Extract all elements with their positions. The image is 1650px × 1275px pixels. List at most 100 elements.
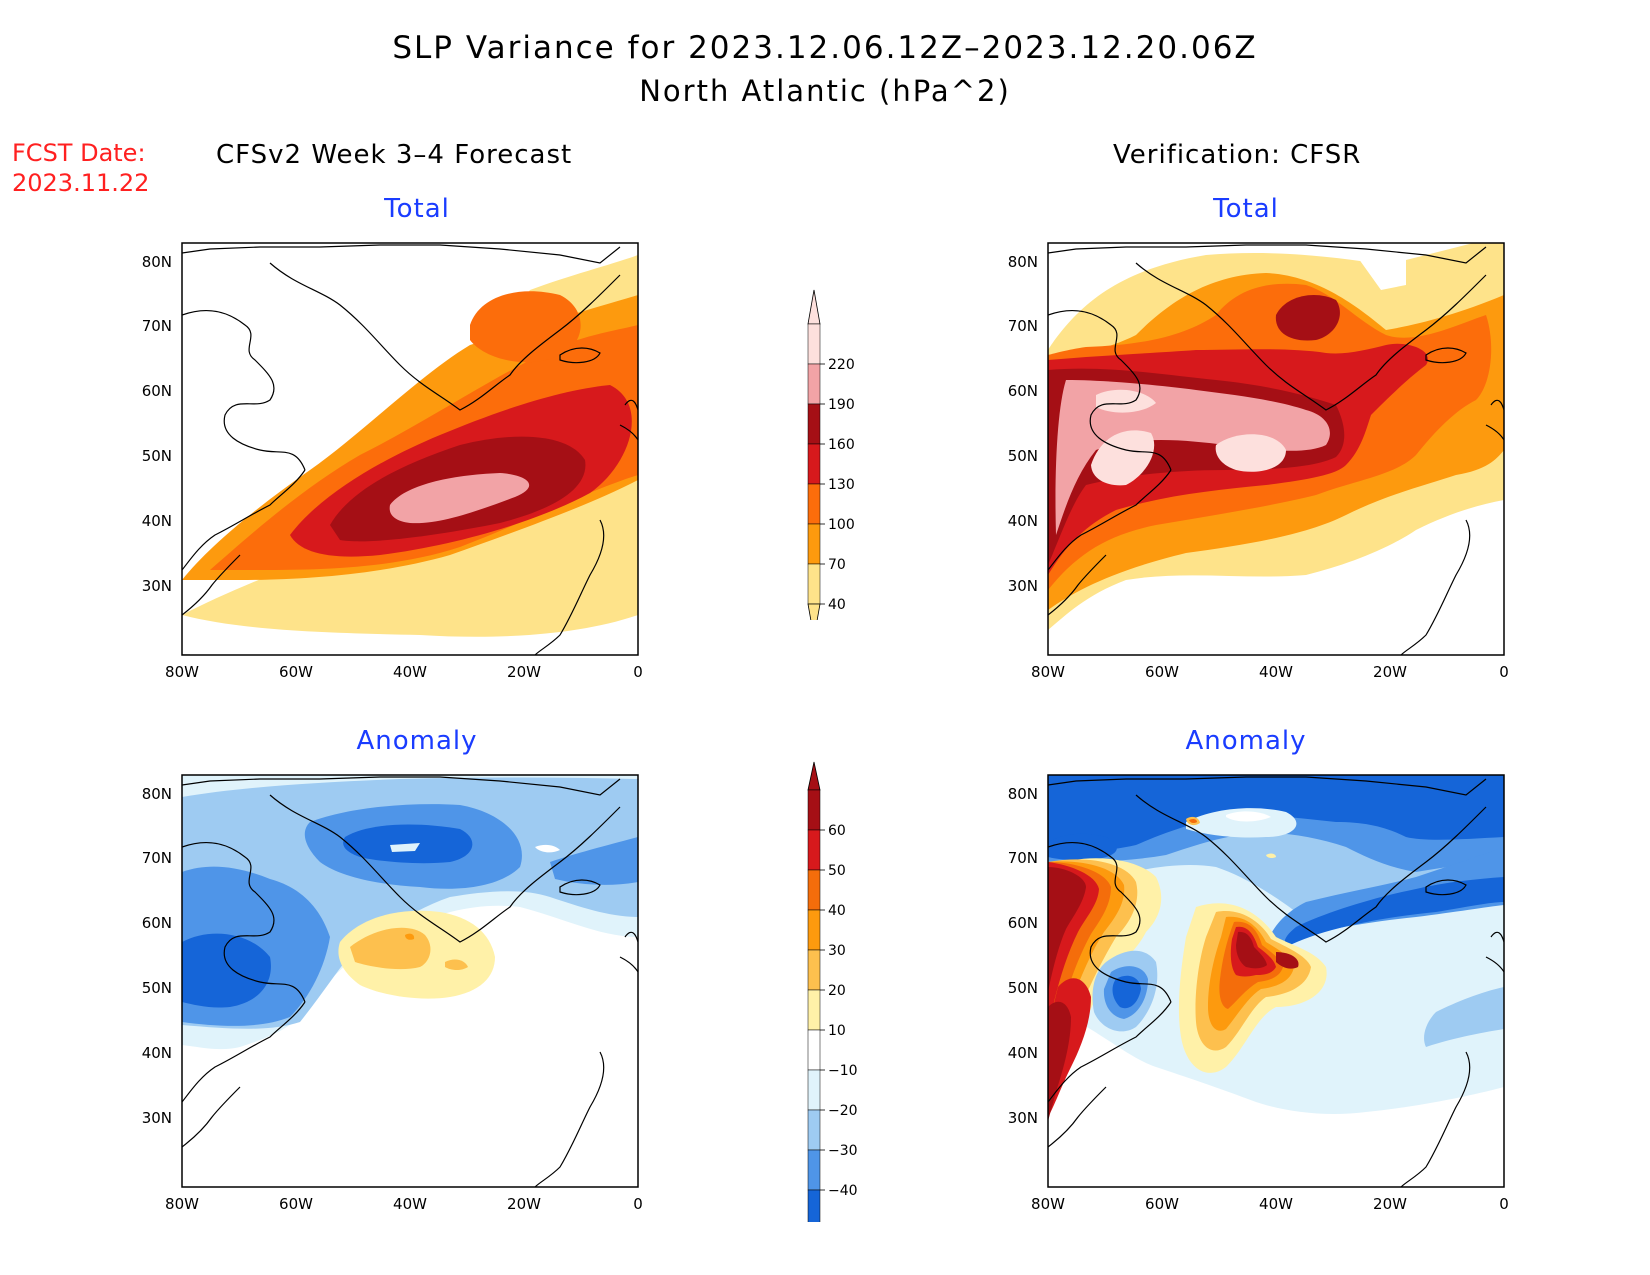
svg-text:40W: 40W xyxy=(393,1195,427,1213)
forecast-total-lon-ticks: 80W 60W 40W 20W 0 xyxy=(165,663,643,681)
forecast-total-lat-ticks: 80N 70N 60N 50N 40N 30N xyxy=(142,253,172,595)
svg-text:80W: 80W xyxy=(1031,1195,1065,1213)
svg-text:20W: 20W xyxy=(507,1195,541,1213)
verification-anomaly-frame xyxy=(1047,774,1505,1188)
forecast-anomaly-frame xyxy=(181,774,639,1188)
total-colorbar-label: 190 xyxy=(828,397,855,413)
svg-text:50N: 50N xyxy=(1008,447,1038,465)
forecast-anomaly-subtitle: Anomaly xyxy=(356,726,478,756)
forecast-anomaly-map: 80N 70N 60N 50N 40N 30N 80W 60W 40W 20W … xyxy=(142,774,643,1213)
verification-anomaly-shading xyxy=(1048,775,1504,1187)
verification-total-map: 80N 70N 60N 50N 40N 30N 80W 60W 40W 20W … xyxy=(1008,242,1509,681)
total-colorbar-label: 100 xyxy=(828,517,855,533)
anomaly-colorbar-label: −30 xyxy=(828,1143,858,1159)
svg-text:70N: 70N xyxy=(142,849,172,867)
svg-text:80W: 80W xyxy=(165,663,199,681)
svg-text:40N: 40N xyxy=(1008,512,1038,530)
svg-text:50N: 50N xyxy=(1008,979,1038,997)
total-colorbar-swatch xyxy=(807,443,821,485)
total-colorbar-swatch xyxy=(807,403,821,445)
total-colorbar: 220 190 160 130 100 70 40 xyxy=(807,289,855,620)
anomaly-colorbar-label: 40 xyxy=(828,903,846,919)
total-colorbar-swatch xyxy=(807,363,821,405)
total-colorbar-label: 160 xyxy=(828,437,855,453)
svg-text:60W: 60W xyxy=(1145,663,1179,681)
anomaly-colorbar-swatch xyxy=(807,1029,821,1071)
total-colorbar-label: 130 xyxy=(828,477,855,493)
svg-text:60W: 60W xyxy=(279,1195,313,1213)
svg-text:50N: 50N xyxy=(142,447,172,465)
svg-text:20W: 20W xyxy=(1373,663,1407,681)
svg-text:40W: 40W xyxy=(1259,1195,1293,1213)
forecast-total-shading xyxy=(182,243,638,655)
anomaly-colorbar-top-arrow xyxy=(807,761,821,791)
anomaly-colorbar-label: 60 xyxy=(828,823,846,839)
total-colorbar-top-arrow xyxy=(807,289,821,325)
verification-total-shading xyxy=(1048,243,1504,655)
forecast-total-map: 80N 70N 60N 50N 40N 30N 80W 60W 40W 20W … xyxy=(142,242,643,681)
total-colorbar-swatch xyxy=(807,483,821,525)
fcst-date-label: FCST Date: xyxy=(12,139,146,167)
verification-total-frame xyxy=(1047,242,1505,656)
forecast-column-title: CFSv2 Week 3–4 Forecast xyxy=(216,140,573,170)
svg-text:40W: 40W xyxy=(393,663,427,681)
anomaly-colorbar-swatch xyxy=(807,989,821,1031)
anomaly-colorbar-label: −10 xyxy=(828,1063,858,1079)
anomaly-colorbar-swatch xyxy=(807,1149,821,1191)
verification-anomaly-lat-ticks: 80N 70N 60N 50N 40N 30N xyxy=(1008,785,1038,1127)
anomaly-colorbar-swatch xyxy=(807,1109,821,1151)
svg-text:70N: 70N xyxy=(1008,317,1038,335)
svg-text:20W: 20W xyxy=(507,663,541,681)
anomaly-colorbar-swatch xyxy=(807,909,821,951)
svg-text:80N: 80N xyxy=(142,253,172,271)
svg-text:30N: 30N xyxy=(142,1109,172,1127)
anomaly-colorbar-swatch xyxy=(807,949,821,991)
svg-text:40N: 40N xyxy=(142,512,172,530)
forecast-total-coastlines xyxy=(182,244,638,655)
svg-text:80N: 80N xyxy=(142,785,172,803)
anomaly-colorbar-label: 10 xyxy=(828,1023,846,1039)
fcst-date-value: 2023.11.22 xyxy=(12,169,150,197)
verification-anomaly-coastlines xyxy=(1048,776,1504,1187)
svg-text:60N: 60N xyxy=(1008,382,1038,400)
total-colorbar-label: 70 xyxy=(828,557,846,573)
svg-text:60W: 60W xyxy=(279,663,313,681)
forecast-total-frame xyxy=(181,242,639,656)
verification-anomaly-map: 80N 70N 60N 50N 40N 30N 80W 60W 40W 20W … xyxy=(1008,774,1509,1213)
verification-total-lat-ticks: 80N 70N 60N 50N 40N 30N xyxy=(1008,253,1038,595)
svg-text:0: 0 xyxy=(1499,663,1509,681)
svg-text:40W: 40W xyxy=(1259,663,1293,681)
svg-text:80W: 80W xyxy=(165,1195,199,1213)
forecast-anomaly-lat-ticks: 80N 70N 60N 50N 40N 30N xyxy=(142,785,172,1127)
total-colorbar-swatch xyxy=(807,323,821,365)
svg-text:70N: 70N xyxy=(142,317,172,335)
verification-total-subtitle: Total xyxy=(1213,194,1279,224)
svg-text:0: 0 xyxy=(633,663,643,681)
anomaly-colorbar-swatch xyxy=(807,1189,821,1222)
svg-text:20W: 20W xyxy=(1373,1195,1407,1213)
svg-text:0: 0 xyxy=(633,1195,643,1213)
verification-total-coastlines xyxy=(1048,244,1504,655)
svg-text:60N: 60N xyxy=(142,914,172,932)
total-colorbar-swatch xyxy=(807,523,821,565)
fcst-date: FCST Date: 2023.11.22 xyxy=(12,138,149,198)
total-colorbar-label: 40 xyxy=(828,597,846,613)
svg-text:40N: 40N xyxy=(142,1044,172,1062)
verification-column-title: Verification: CFSR xyxy=(1113,140,1362,170)
verification-anomaly-lon-ticks: 80W 60W 40W 20W 0 xyxy=(1031,1195,1509,1213)
svg-text:30N: 30N xyxy=(1008,577,1038,595)
anomaly-colorbar-label: 20 xyxy=(828,983,846,999)
forecast-total-subtitle: Total xyxy=(384,194,450,224)
anomaly-colorbar-label: −20 xyxy=(828,1103,858,1119)
anomaly-colorbar-label: −40 xyxy=(828,1183,858,1199)
forecast-anomaly-shading xyxy=(182,775,638,1187)
svg-text:40N: 40N xyxy=(1008,1044,1038,1062)
forecast-anomaly-coastlines xyxy=(182,776,638,1187)
figure-title: SLP Variance for 2023.12.06.12Z–2023.12.… xyxy=(392,30,1258,66)
figure-subtitle: North Atlantic (hPa^2) xyxy=(639,74,1011,108)
svg-text:0: 0 xyxy=(1499,1195,1509,1213)
svg-text:50N: 50N xyxy=(142,979,172,997)
svg-text:60W: 60W xyxy=(1145,1195,1179,1213)
anomaly-colorbar-label: 30 xyxy=(828,943,846,959)
total-colorbar-swatch xyxy=(807,563,821,605)
